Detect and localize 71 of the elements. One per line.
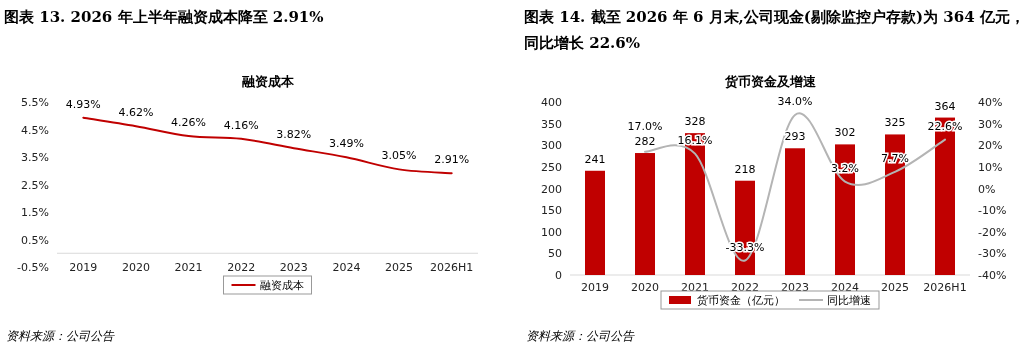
legend-label: 同比增速: [827, 294, 871, 307]
data-label: 293: [784, 130, 806, 144]
x-tick-label: 2026H1: [923, 281, 967, 294]
data-label: 325: [884, 116, 906, 130]
x-tick-label: 2023: [781, 281, 809, 294]
x-tick-label: 2022: [731, 281, 759, 294]
chart-subtitle: 融资成本: [241, 74, 295, 89]
legend-label: 货币资金（亿元）: [697, 294, 785, 307]
y-tick-label: 150: [541, 204, 562, 218]
y2-tick-label: 20%: [978, 139, 1003, 153]
data-label: 4.93%: [65, 97, 101, 111]
bar: [635, 153, 655, 275]
y-tick-label: 100: [541, 225, 562, 239]
y-tick-label: 300: [541, 139, 562, 153]
data-label: 282: [634, 135, 656, 149]
bar: [585, 170, 605, 275]
y2-tick-label: 0%: [978, 182, 996, 196]
data-label: 302: [834, 126, 856, 140]
y-tick-label: 5.5%: [21, 96, 49, 109]
x-tick-label: 2024: [332, 261, 361, 275]
x-tick-label: 2025: [385, 261, 414, 275]
chart-title: 图表 14. 截至 2026 年 6 月末,公司现金(剔除监控户存款)为 364 亿元，同比增长 22.6%: [524, 7, 1026, 54]
legend-label: 融资成本: [259, 279, 304, 292]
x-tick-label: 2025: [881, 281, 909, 294]
y-tick-label: 2.5%: [21, 178, 49, 192]
y2-tick-label: -40%: [978, 269, 1007, 282]
data-label: 364: [934, 99, 956, 113]
y-tick-label: 200: [541, 182, 562, 196]
y2-tick-label: -20%: [978, 225, 1007, 239]
y-tick-label: 250: [541, 160, 562, 174]
data-label: 34.0%: [777, 94, 813, 108]
data-label: 241: [584, 152, 606, 166]
x-tick-label: 2019: [581, 281, 609, 294]
x-tick-label: 2023: [279, 261, 308, 275]
y-tick-label: 0.5%: [21, 233, 49, 247]
y2-tick-label: 30%: [978, 117, 1003, 131]
y2-tick-label: 10%: [978, 160, 1003, 174]
text: 资料来源：公司公告: [6, 328, 114, 345]
text: 资料来源：公司公告: [526, 328, 634, 345]
y-tick-label: 4.5%: [21, 123, 49, 137]
x-tick-label: 2021: [681, 281, 709, 294]
data-label: 3.49%: [328, 137, 364, 151]
y-tick-label: 50: [548, 247, 562, 261]
y-tick-label: 3.5%: [21, 151, 49, 164]
data-label: 3.05%: [381, 149, 417, 163]
y-tick-label: 400: [541, 96, 562, 109]
x-tick-label: 2020: [631, 281, 659, 294]
x-tick-label: 2021: [174, 261, 203, 275]
y-tick-label: 0: [555, 269, 562, 282]
data-label: 17.0%: [627, 120, 663, 134]
data-label: 4.16%: [223, 118, 259, 132]
data-label: 328: [684, 115, 706, 129]
y2-tick-label: -10%: [978, 204, 1007, 218]
data-label: 3.82%: [276, 128, 312, 142]
x-tick-label: 2019: [69, 261, 98, 275]
y-tick-label: 350: [541, 117, 562, 131]
x-tick-label: 2024: [831, 281, 859, 294]
x-tick-label: 2020: [121, 261, 150, 275]
data-label: 4.26%: [171, 116, 207, 130]
x-tick-label: 2022: [227, 261, 256, 275]
y-tick-label: -0.5%: [17, 261, 49, 274]
data-label: 218: [734, 162, 756, 176]
chart-subtitle: 货币资金及增速: [723, 74, 817, 89]
data-label: 2.91%: [434, 153, 470, 167]
bar: [785, 148, 805, 275]
y2-tick-label: 40%: [978, 96, 1003, 109]
y-tick-label: 1.5%: [21, 206, 49, 219]
chart-title: 图表 13. 2026 年上半年融资成本降至 2.91%: [4, 7, 325, 28]
x-tick-label: 2026H1: [430, 261, 474, 275]
y2-tick-label: -30%: [978, 247, 1007, 261]
data-label: 4.62%: [118, 106, 154, 120]
